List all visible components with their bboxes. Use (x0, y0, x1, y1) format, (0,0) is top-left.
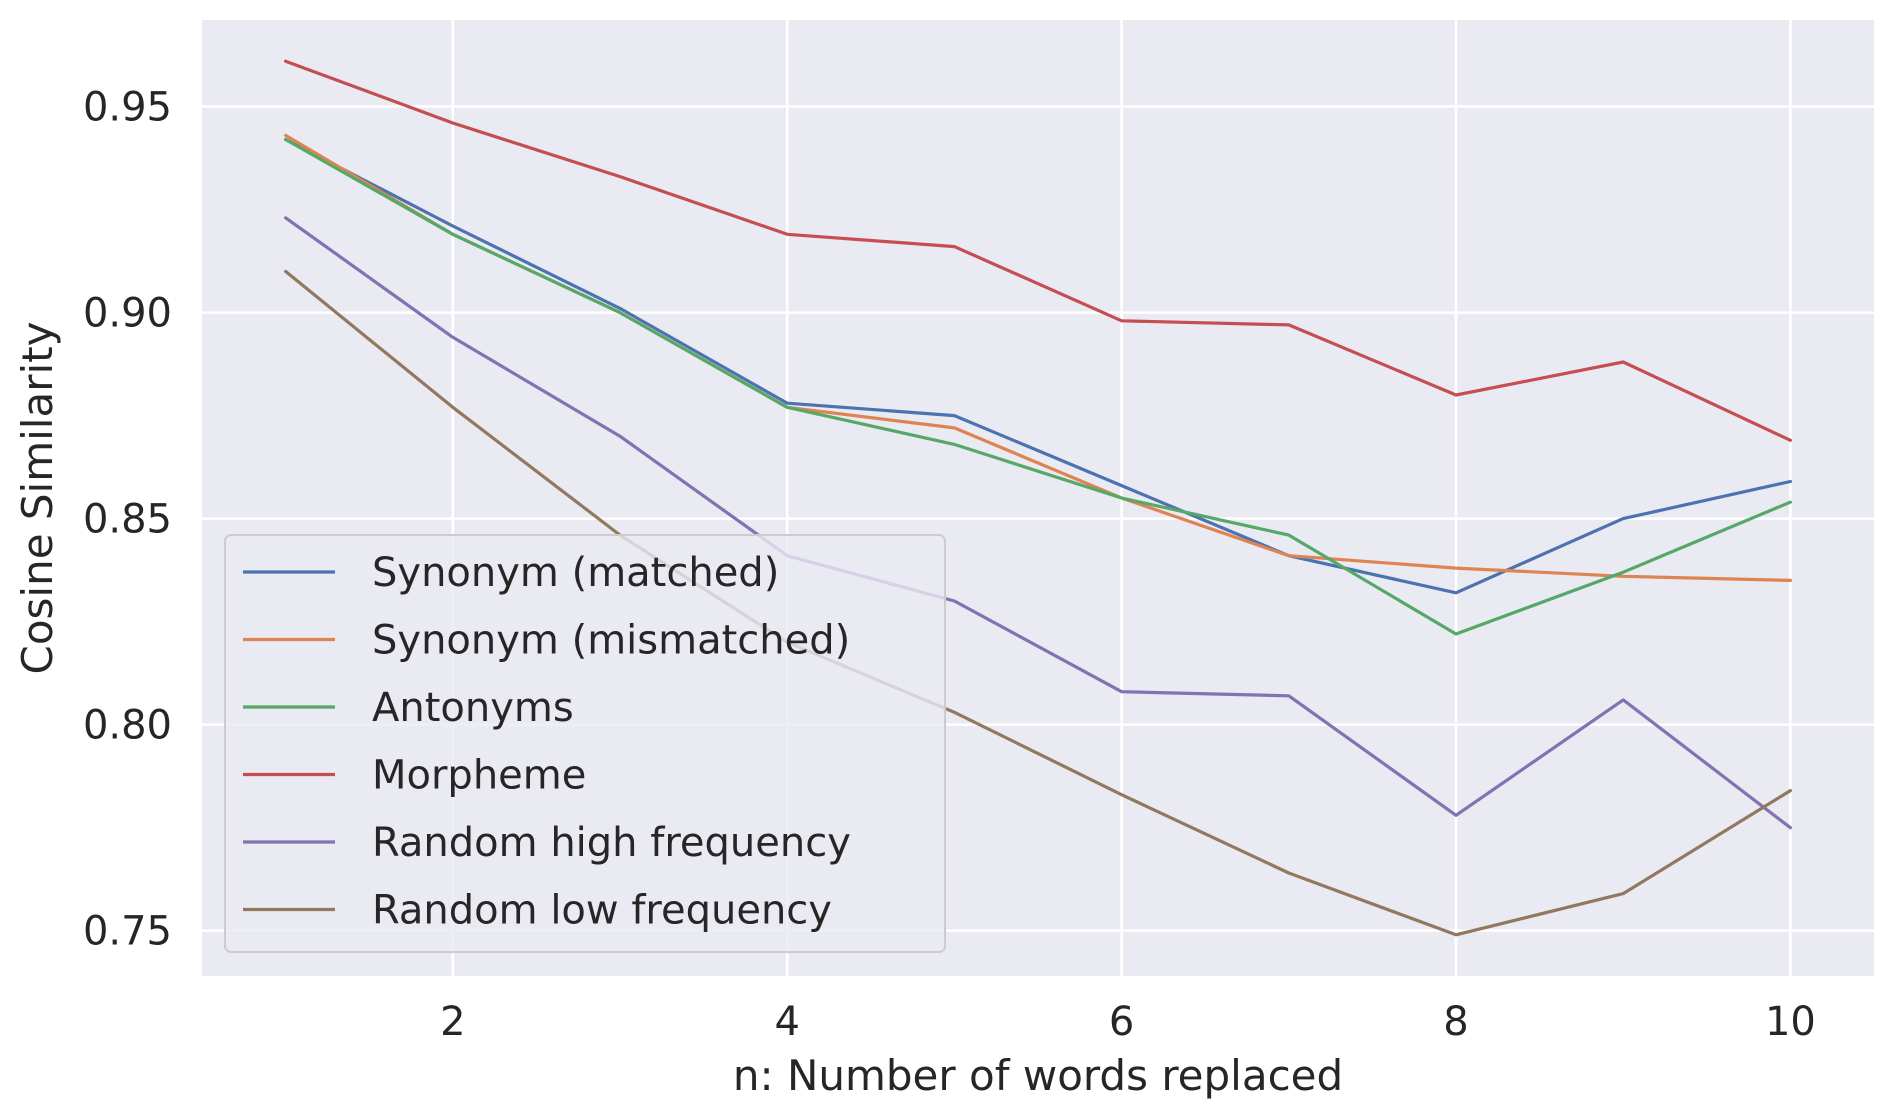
y-tick-label: 0.80 (83, 703, 172, 749)
series-line-3 (284, 137, 1793, 636)
y-tick-label: 0.95 (83, 85, 172, 131)
y-axis-label: Cosine Similarity (13, 322, 62, 675)
legend-label: Random high frequency (372, 820, 851, 866)
series-line-5 (284, 216, 1793, 830)
x-axis-ticks: 2 4 6 8 10 (440, 999, 1816, 1045)
legend-label: Morpheme (372, 753, 586, 799)
y-tick-label: 0.75 (83, 909, 172, 955)
x-axis-label: n: Number of words replaced (733, 1051, 1343, 1100)
legend: Synonym (matched) Synonym (mismatched) Ant… (224, 534, 946, 953)
x-tick-label: 6 (1109, 999, 1134, 1045)
series-line-1 (284, 137, 1793, 595)
series-lines (284, 59, 1793, 937)
series-line-4 (284, 59, 1793, 442)
y-tick-label: 0.85 (83, 497, 172, 543)
legend-label: Synonym (mismatched) (372, 618, 850, 664)
x-tick-label: 4 (774, 999, 799, 1045)
series-line-6 (284, 269, 1793, 937)
x-tick-label: 8 (1443, 999, 1468, 1045)
x-tick-label: 2 (440, 999, 465, 1045)
y-axis-ticks: 0.75 0.80 0.85 0.90 0.95 (83, 85, 172, 955)
legend-box (224, 534, 946, 953)
legend-label: Random low frequency (372, 888, 832, 934)
y-tick-label: 0.90 (83, 291, 172, 337)
legend-label: Antonyms (372, 685, 574, 731)
legend-label: Synonym (matched) (372, 550, 779, 596)
x-tick-label: 10 (1765, 999, 1816, 1045)
